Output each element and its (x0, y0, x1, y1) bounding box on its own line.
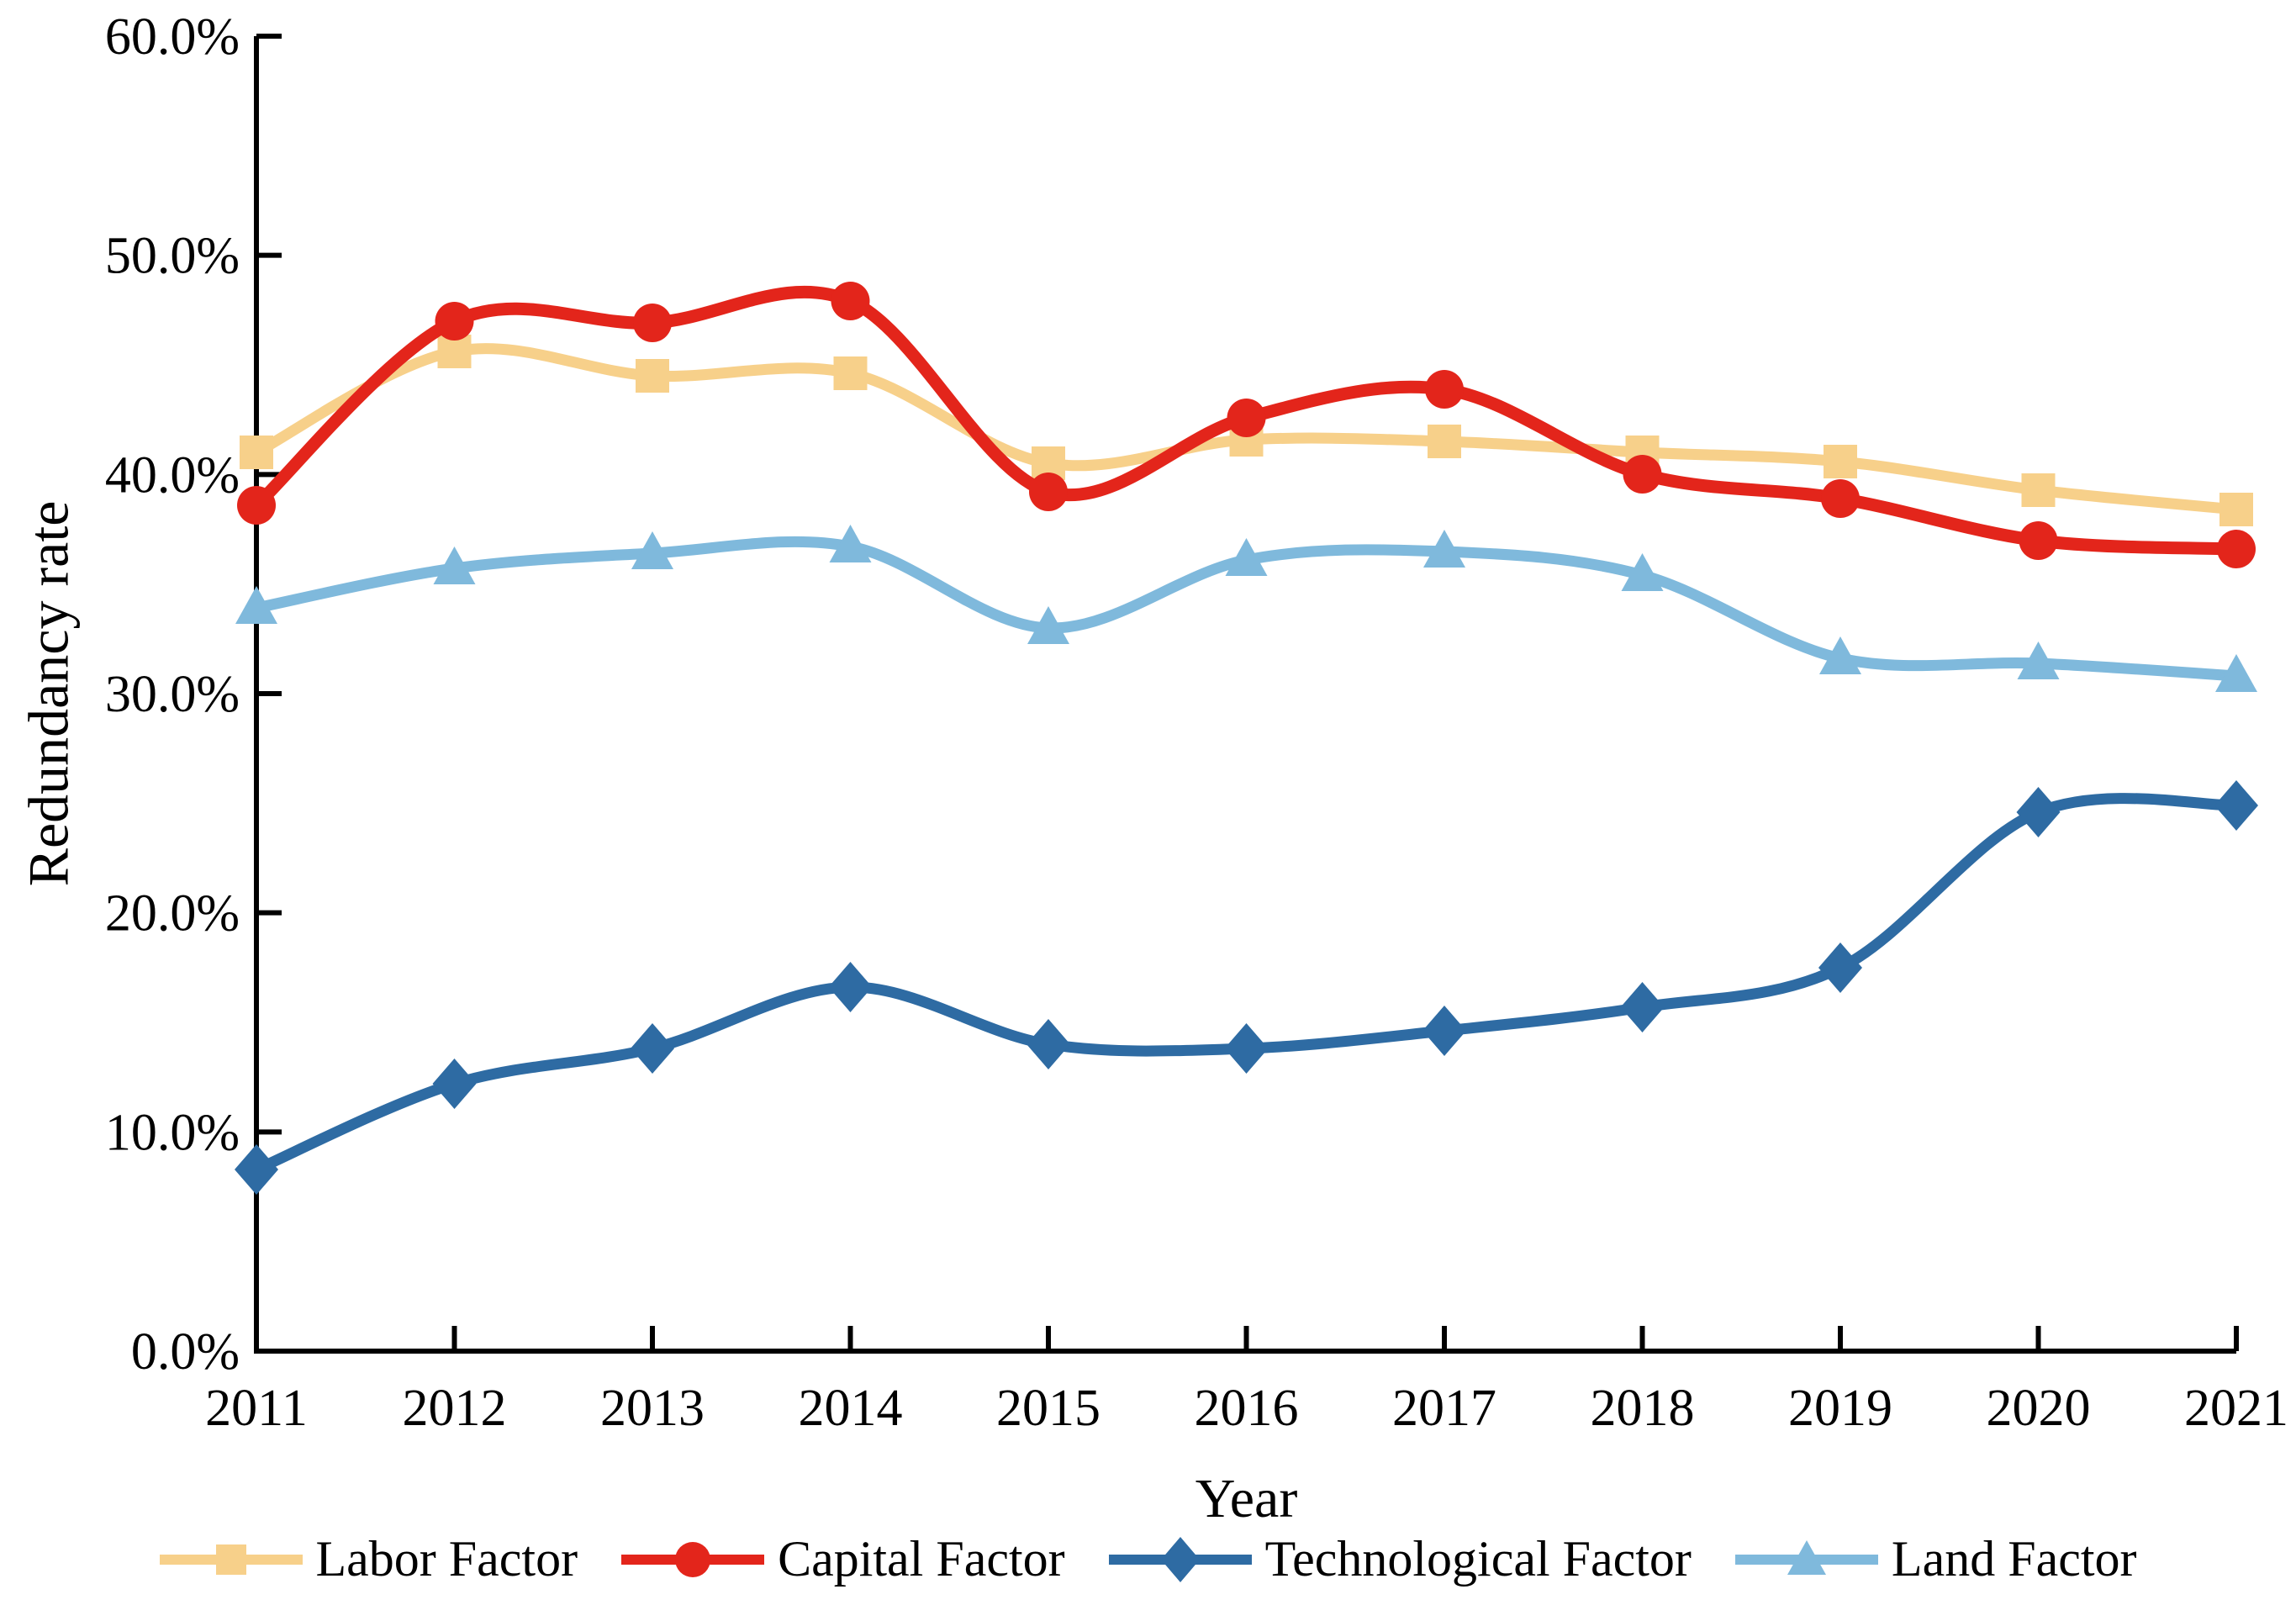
legend-marker-triangle (1787, 1539, 1826, 1575)
marker-circle-capital-factor (1029, 473, 1068, 511)
marker-diamond-technological-factor (1027, 1019, 1070, 1069)
x-tick-label: 2011 (205, 1380, 308, 1437)
legend: Labor Factor Capital Factor Technological … (0, 1530, 2296, 1588)
marker-triangle-land-factor (2215, 654, 2257, 692)
x-tick-label: 2016 (1195, 1380, 1299, 1437)
marker-square-labor-factor (1428, 425, 1461, 458)
legend-item-label: Technological Factor (1264, 1531, 1692, 1587)
marker-circle-capital-factor (435, 302, 474, 341)
marker-circle-capital-factor (1425, 370, 1464, 409)
circle-marker-icon (621, 1541, 765, 1577)
x-tick-label: 2021 (2184, 1380, 2288, 1437)
marker-diamond-technological-factor (1818, 943, 1862, 993)
marker-triangle-land-factor (1621, 553, 1664, 591)
y-tick-label: 0.0% (131, 1323, 240, 1381)
legend-marker-square (215, 1544, 246, 1575)
marker-circle-capital-factor (2019, 521, 2058, 560)
legend-marker-diamond (1160, 1536, 1200, 1582)
x-tick-label: 2013 (600, 1380, 705, 1437)
x-tick-label: 2017 (1392, 1380, 1496, 1437)
marker-diamond-technological-factor (631, 1023, 674, 1074)
legend-item-label: Labor Factor (315, 1531, 578, 1587)
marker-triangle-land-factor (1027, 606, 1069, 644)
marker-diamond-technological-factor (1224, 1023, 1269, 1074)
marker-circle-capital-factor (2217, 530, 2256, 568)
marker-square-labor-factor (1824, 445, 1857, 478)
y-axis-title: Redundancy rate (16, 500, 81, 887)
marker-diamond-technological-factor (1620, 982, 1665, 1032)
y-tick-label: 20.0% (105, 885, 240, 943)
diamond-marker-icon (1108, 1536, 1252, 1582)
marker-circle-capital-factor (1821, 479, 1860, 518)
marker-diamond-technological-factor (2016, 787, 2061, 837)
marker-circle-capital-factor (633, 304, 672, 342)
marker-square-labor-factor (2219, 493, 2253, 526)
marker-square-labor-factor (636, 359, 669, 393)
marker-triangle-land-factor (631, 531, 673, 569)
marker-diamond-technological-factor (432, 1059, 477, 1109)
legend-marker-circle (675, 1541, 711, 1577)
marker-diamond-technological-factor (235, 1144, 278, 1195)
legend-item-label: Capital Factor (778, 1531, 1065, 1587)
x-tick-label: 2019 (1788, 1380, 1892, 1437)
marker-triangle-land-factor (2017, 642, 2060, 679)
square-marker-icon (159, 1544, 303, 1575)
y-tick-label: 40.0% (105, 446, 240, 504)
x-tick-label: 2014 (799, 1380, 903, 1437)
x-axis-title: Year (1195, 1468, 1298, 1529)
marker-circle-capital-factor (1227, 399, 1266, 437)
legend-item-capital-factor: Capital Factor (621, 1530, 1065, 1588)
marker-circle-capital-factor (831, 282, 870, 320)
axis-lines (254, 36, 2236, 1354)
marker-triangle-land-factor (829, 525, 872, 562)
marker-circle-capital-factor (1623, 455, 1662, 494)
marker-diamond-technological-factor (828, 962, 873, 1012)
y-tick-label: 10.0% (105, 1104, 240, 1161)
y-tick-label: 30.0% (105, 666, 240, 723)
x-tick-label: 2015 (996, 1380, 1100, 1437)
legend-item-land-factor: Land Factor (1734, 1530, 2137, 1588)
x-tick-label: 2012 (403, 1380, 507, 1437)
x-tick-label: 2020 (1987, 1380, 2091, 1437)
x-tick-label: 2018 (1591, 1380, 1695, 1437)
legend-item-labor-factor: Labor Factor (159, 1530, 578, 1588)
y-tick-label: 60.0% (105, 8, 240, 66)
series-line-technological-factor (251, 793, 2242, 1175)
marker-square-labor-factor (240, 436, 273, 469)
marker-diamond-technological-factor (1422, 1006, 1466, 1056)
legend-item-label: Land Factor (1891, 1531, 2137, 1587)
marker-square-labor-factor (2021, 473, 2056, 507)
marker-triangle-land-factor (433, 546, 476, 584)
series-line-capital-factor (250, 285, 2243, 556)
marker-triangle-land-factor (1819, 636, 1861, 674)
marker-triangle-land-factor (1423, 530, 1465, 568)
marker-circle-capital-factor (237, 486, 276, 525)
marker-square-labor-factor (833, 356, 868, 390)
marker-triangle-land-factor (235, 586, 277, 624)
marker-diamond-technological-factor (2214, 780, 2258, 831)
marker-triangle-land-factor (1225, 538, 1268, 576)
triangle-marker-icon (1734, 1539, 1878, 1575)
y-tick-label: 50.0% (105, 228, 240, 285)
legend-item-technological-factor: Technological Factor (1108, 1530, 1692, 1588)
